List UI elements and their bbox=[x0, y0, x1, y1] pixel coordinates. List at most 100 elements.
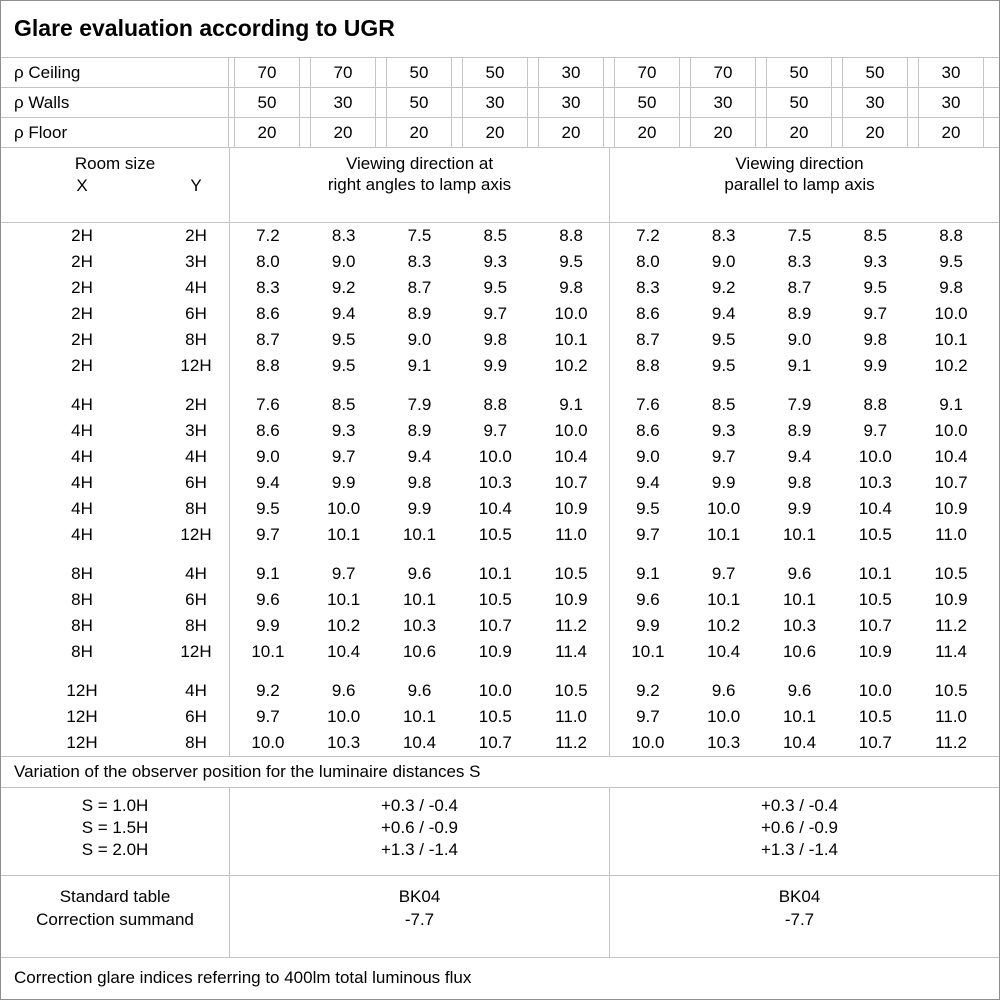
room-y: 4H bbox=[185, 564, 207, 584]
ugr-value: 9.7 bbox=[863, 304, 888, 324]
ugr-values-right-angles: 7.6 8.5 7.9 8.8 9.1 bbox=[229, 392, 609, 418]
ugr-value: 11.2 bbox=[555, 616, 587, 636]
ugr-value: 10.5 bbox=[554, 681, 588, 701]
room-y: 4H bbox=[185, 447, 207, 467]
ugr-table-body: 2H 2H 7.2 8.3 7.5 8.5 8.8 7.2 8.3 7.5 8.5 8.8 2H 3H 8.… bbox=[1, 223, 999, 756]
ugr-value: 9.8 bbox=[939, 278, 963, 298]
ugr-value: 8.5 bbox=[711, 395, 736, 415]
ugr-value: 9.8 bbox=[483, 330, 508, 350]
ugr-value: 10.7 bbox=[858, 733, 892, 753]
room-size-cell: 4H 3H bbox=[1, 418, 229, 444]
ugr-value: 10.0 bbox=[707, 499, 741, 519]
ugr-values-right-angles: 10.0 10.3 10.4 10.7 11.2 bbox=[229, 730, 609, 756]
standard-values-parallel: BK04 -7.7 bbox=[609, 876, 989, 957]
room-size-cell: 2H 2H bbox=[1, 223, 229, 249]
ugr-values-right-angles: 8.6 9.3 8.9 9.7 10.0 bbox=[229, 418, 609, 444]
ugr-value: 8.7 bbox=[407, 278, 432, 298]
ugr-row: 2H 12H 8.8 9.5 9.1 9.9 10.2 8.8 9.5 9.1 9.9 10.2 bbox=[1, 353, 999, 379]
title-row: Glare evaluation according to UGR bbox=[1, 1, 999, 58]
ugr-value: 11.4 bbox=[935, 642, 967, 662]
reflectance-value: 30 bbox=[690, 88, 756, 117]
ugr-value: 9.8 bbox=[787, 473, 812, 493]
room-x: 8H bbox=[71, 590, 93, 610]
ugr-value: 11.0 bbox=[935, 707, 967, 727]
ugr-values-right-angles: 8.0 9.0 8.3 9.3 9.5 bbox=[229, 249, 609, 275]
ugr-value: 10.9 bbox=[478, 642, 512, 662]
reflectance-label: ρ Walls bbox=[1, 88, 229, 117]
ugr-row: 4H 8H 9.5 10.0 9.9 10.4 10.9 9.5 10.0 9.9 10.4 10.9 bbox=[1, 496, 999, 522]
ugr-value: 10.0 bbox=[478, 681, 512, 701]
ugr-value: 9.1 bbox=[939, 395, 963, 415]
ugr-value: 10.3 bbox=[478, 473, 512, 493]
group-gap bbox=[1, 548, 999, 561]
ugr-value: 9.4 bbox=[407, 447, 432, 467]
ugr-value: 9.5 bbox=[256, 499, 280, 519]
ugr-value: 10.1 bbox=[402, 525, 437, 545]
ugr-row: 4H 6H 9.4 9.9 9.8 10.3 10.7 9.4 9.9 9.8 10.3 10.7 bbox=[1, 470, 999, 496]
ugr-value: 10.3 bbox=[858, 473, 892, 493]
ugr-value: 9.5 bbox=[559, 252, 583, 272]
ugr-value: 8.5 bbox=[331, 395, 356, 415]
ugr-value: 10.4 bbox=[934, 447, 968, 467]
gap-section-spacer bbox=[229, 379, 609, 392]
room-x: 2H bbox=[71, 304, 93, 324]
ugr-value: 9.6 bbox=[787, 681, 812, 701]
ugr-values-parallel: 9.9 10.2 10.3 10.7 11.2 bbox=[609, 613, 989, 639]
room-size-cell: 4H 4H bbox=[1, 444, 229, 470]
ugr-value: 10.9 bbox=[934, 590, 968, 610]
correction-summand-label: Correction summand bbox=[36, 910, 194, 929]
ugr-row: 4H 2H 7.6 8.5 7.9 8.8 9.1 7.6 8.5 7.9 8.8 9.1 bbox=[1, 392, 999, 418]
ugr-value: 8.0 bbox=[636, 252, 660, 272]
section-header-line: right angles to lamp axis bbox=[327, 175, 512, 195]
ugr-value: 10.7 bbox=[478, 616, 512, 636]
ugr-value: 9.5 bbox=[939, 252, 963, 272]
ugr-value: 9.7 bbox=[711, 447, 736, 467]
room-x: 2H bbox=[71, 330, 93, 350]
ugr-value: 9.0 bbox=[636, 447, 660, 467]
ugr-value: 9.0 bbox=[787, 330, 812, 350]
ugr-value: 10.1 bbox=[327, 590, 361, 610]
room-x: 4H bbox=[71, 421, 93, 441]
ugr-value: 9.0 bbox=[331, 252, 356, 272]
room-size-cell: 4H 8H bbox=[1, 496, 229, 522]
ugr-value: 9.5 bbox=[331, 330, 356, 350]
ugr-value: 10.1 bbox=[554, 330, 588, 350]
room-size-cell: 2H 8H bbox=[1, 327, 229, 353]
ugr-values-right-angles: 7.2 8.3 7.5 8.5 8.8 bbox=[229, 223, 609, 249]
ugr-value: 9.2 bbox=[256, 681, 280, 701]
section-header-parallel: Viewing direction parallel to lamp axis bbox=[609, 148, 989, 222]
ugr-value: 9.9 bbox=[483, 356, 508, 376]
ugr-value: 10.1 bbox=[402, 590, 437, 610]
ugr-values-parallel: 9.4 9.9 9.8 10.3 10.7 bbox=[609, 470, 989, 496]
ugr-value: 10.0 bbox=[934, 421, 968, 441]
room-size-cell: 12H 8H bbox=[1, 730, 229, 756]
ugr-value: 11.2 bbox=[555, 733, 587, 753]
ugr-value: 9.6 bbox=[256, 590, 280, 610]
ugr-value: 9.4 bbox=[711, 304, 736, 324]
group-gap bbox=[1, 665, 999, 678]
ugr-value: 10.1 bbox=[782, 525, 817, 545]
ugr-value: 10.1 bbox=[707, 590, 741, 610]
ugr-value: 11.0 bbox=[935, 525, 967, 545]
ugr-values-right-angles: 9.5 10.0 9.9 10.4 10.9 bbox=[229, 496, 609, 522]
ugr-value: 9.7 bbox=[256, 525, 280, 545]
room-x: 4H bbox=[71, 499, 93, 519]
ugr-value: 9.5 bbox=[483, 278, 508, 298]
gap-section-spacer bbox=[609, 548, 989, 561]
room-y: 12H bbox=[180, 356, 212, 376]
ugr-value: 10.2 bbox=[707, 616, 741, 636]
ugr-row: 4H 12H 9.7 10.1 10.1 10.5 11.0 9.7 10.1 10.1 10.5 1… bbox=[1, 522, 999, 548]
ugr-value: 9.7 bbox=[863, 421, 888, 441]
room-y: 12H bbox=[180, 642, 212, 662]
ugr-value: 9.5 bbox=[636, 499, 660, 519]
ugr-value: 10.5 bbox=[934, 681, 968, 701]
ugr-value: 10.0 bbox=[327, 499, 361, 519]
ugr-row: 2H 4H 8.3 9.2 8.7 9.5 9.8 8.3 9.2 8.7 9.5 9.8 bbox=[1, 275, 999, 301]
reflectance-value: 50 bbox=[462, 58, 528, 87]
ugr-value: 9.3 bbox=[331, 421, 356, 441]
ugr-row: 2H 6H 8.6 9.4 8.9 9.7 10.0 8.6 9.4 8.9 9.7 10.0 bbox=[1, 301, 999, 327]
variation-values-parallel: +0.3 / -0.4 +0.6 / -0.9 +1.3 / -1.4 bbox=[609, 788, 989, 875]
reflectance-value: 20 bbox=[918, 118, 984, 147]
room-size-cell: 8H 8H bbox=[1, 613, 229, 639]
